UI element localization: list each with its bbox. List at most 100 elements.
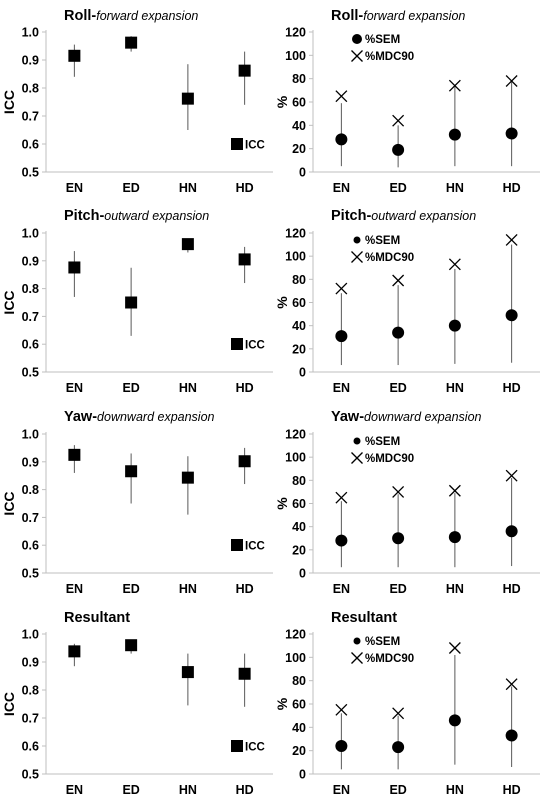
sem-point xyxy=(448,128,461,141)
legend-mdc90-marker xyxy=(351,251,363,263)
mdc90-point xyxy=(392,274,405,287)
legend-sem-marker xyxy=(352,34,362,44)
roll-error-panel: Roll-forward expansion 0 20 40 60 80 100 120% EN… xyxy=(274,8,540,195)
x-marker-stroke xyxy=(448,258,461,271)
panel-title-main: Yaw- xyxy=(331,409,364,425)
x-marker-stroke xyxy=(351,452,363,464)
y-axis-label: % xyxy=(274,296,290,309)
legend-mdc90-label: %MDC90 xyxy=(365,252,414,264)
sem-point xyxy=(505,729,518,742)
legend-mdc90-marker xyxy=(351,50,363,62)
x-category-label: ED xyxy=(122,381,139,395)
y-tick-label: 0.6 xyxy=(22,338,39,352)
y-tick-label: 40 xyxy=(292,319,306,333)
x-marker-stroke xyxy=(335,282,348,295)
icc-point xyxy=(125,36,138,49)
icc-point xyxy=(181,92,194,105)
icc-point xyxy=(68,645,81,658)
y-tick-label: 0.8 xyxy=(22,282,39,296)
x-category-label: ED xyxy=(389,181,406,195)
legend-icc-label: ICC xyxy=(245,541,265,553)
y-tick-label: 100 xyxy=(285,49,306,63)
panel-title-main: Resultant xyxy=(331,610,397,626)
icc-point xyxy=(125,296,138,309)
mdc90-point xyxy=(448,484,461,497)
legend-icc-marker xyxy=(231,138,243,150)
x-category-label: HD xyxy=(503,783,521,797)
panel-title: Resultant xyxy=(331,610,397,626)
x-category-label: EN xyxy=(66,181,83,195)
y-axis-label: % xyxy=(274,497,290,510)
x-category-label: ED xyxy=(389,582,406,596)
x-category-label: ED xyxy=(122,181,139,195)
resultant-error-panel: Resultant 0 20 40 60 80 100 120% EN ED HN HD %SEM %MD… xyxy=(274,610,540,797)
x-category-label: HN xyxy=(179,381,197,395)
y-tick-label: 80 xyxy=(292,474,306,488)
panel-title-italic: forward expansion xyxy=(363,9,465,23)
panel-title: Resultant xyxy=(64,610,130,626)
panel-title: Roll-forward expansion xyxy=(64,8,198,24)
y-tick-label: 80 xyxy=(292,273,306,287)
y-tick-label: 0.6 xyxy=(22,138,39,152)
legend-icc-marker xyxy=(231,338,243,350)
panel-title-main: Yaw- xyxy=(64,409,97,425)
x-marker-stroke xyxy=(448,79,461,92)
legend-icc-label: ICC xyxy=(245,340,265,352)
y-tick-label: 0.7 xyxy=(22,110,39,124)
resultant-icc-panel: Resultant 0.5 0.6 0.7 0.8 0.9 1.0 ICC EN ED HN HD IC… xyxy=(1,610,273,797)
y-tick-label: 0.9 xyxy=(22,455,39,469)
x-marker-stroke xyxy=(335,90,348,103)
yaw-icc-panel: Yaw-downward expansion 0.5 0.6 0.7 0.8 0.9 1.0… xyxy=(1,409,273,596)
y-tick-label: 120 xyxy=(285,628,306,642)
y-tick-label: 120 xyxy=(285,26,306,40)
x-category-label: HD xyxy=(236,582,254,596)
y-tick-label: 0.8 xyxy=(22,684,39,698)
x-marker-stroke xyxy=(351,50,363,62)
x-marker-stroke xyxy=(392,114,405,127)
mdc90-point xyxy=(335,90,348,103)
y-tick-label: 20 xyxy=(292,142,306,156)
x-category-label: ED xyxy=(122,582,139,596)
icc-point xyxy=(181,238,194,251)
legend-sem-marker xyxy=(353,637,361,645)
icc-point xyxy=(238,667,251,680)
x-category-label: HD xyxy=(503,381,521,395)
y-tick-label: 120 xyxy=(285,428,306,442)
y-axis-label: ICC xyxy=(1,290,17,314)
panel-title-main: Pitch- xyxy=(64,208,104,224)
x-category-label: ED xyxy=(122,783,139,797)
y-tick-label: 0.8 xyxy=(22,483,39,497)
panel-title-italic: downward expansion xyxy=(364,410,481,424)
x-category-label: EN xyxy=(333,181,350,195)
panel-title: Pitch-outward expansion xyxy=(64,208,209,224)
icc-point xyxy=(181,666,194,679)
y-tick-label: 1.0 xyxy=(22,428,39,442)
y-tick-label: 0.9 xyxy=(22,54,39,68)
y-axis-label: % xyxy=(274,697,290,710)
x-category-label: HN xyxy=(446,582,464,596)
x-category-label: HD xyxy=(236,381,254,395)
panel-title-italic: outward expansion xyxy=(104,209,209,223)
panel-title-italic: outward expansion xyxy=(371,209,476,223)
y-tick-label: 0.7 xyxy=(22,310,39,324)
y-tick-label: 60 xyxy=(292,296,306,310)
mdc90-point xyxy=(505,469,518,482)
sem-point xyxy=(505,309,518,322)
y-tick-label: 60 xyxy=(292,497,306,511)
y-axis-label: ICC xyxy=(1,692,17,716)
y-tick-label: 20 xyxy=(292,543,306,557)
panel-title: Pitch-outward expansion xyxy=(331,208,476,224)
legend-icc-label: ICC xyxy=(245,140,265,152)
legend-sem-marker xyxy=(353,236,361,244)
mdc90-point xyxy=(505,75,518,87)
yaw-error-panel: Yaw-downward expansion 0 20 40 60 80 100 120% EN… xyxy=(274,409,540,596)
sem-point xyxy=(392,326,405,339)
y-axis-label: % xyxy=(274,95,290,108)
y-tick-label: 100 xyxy=(285,451,306,465)
y-tick-label: 0.5 xyxy=(22,366,39,380)
mdc90-point xyxy=(335,282,348,295)
x-marker-stroke xyxy=(351,652,363,664)
x-marker-stroke xyxy=(392,707,405,720)
x-category-label: HD xyxy=(503,582,521,596)
legend-sem-label: %SEM xyxy=(365,436,400,448)
